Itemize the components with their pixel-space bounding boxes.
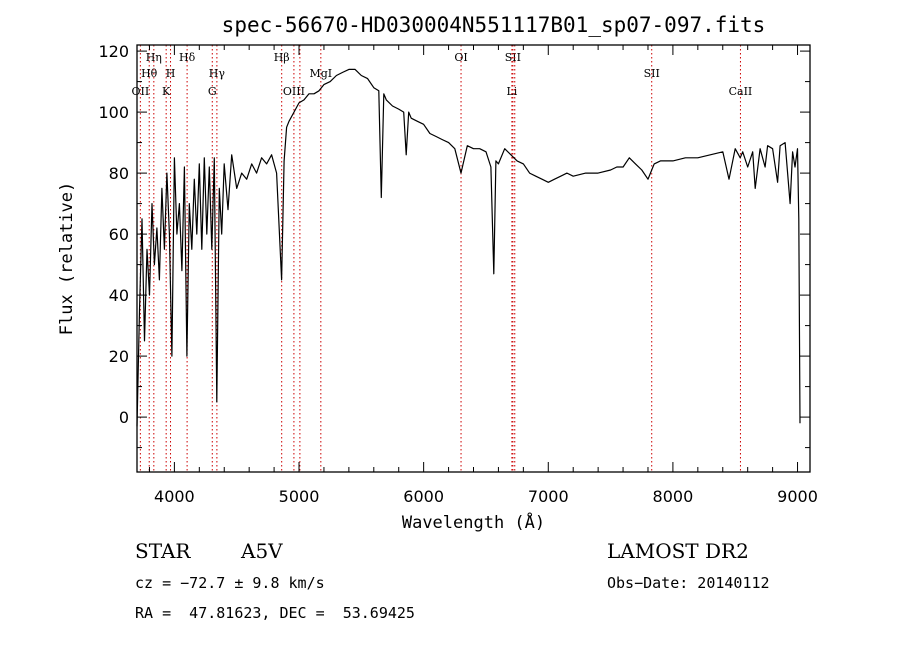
line-label-5: Hδ	[179, 51, 196, 64]
y-tick-label-1: 20	[109, 347, 129, 366]
line-label-1: Hθ	[141, 67, 158, 80]
plot-frame	[136, 44, 811, 473]
line-label-8: OIII	[283, 85, 305, 98]
x-tick-label-5: 9000	[777, 487, 818, 506]
line-label-2: Hη	[146, 51, 162, 64]
line-label-13: SII	[505, 51, 521, 64]
y-tick-label-0: 0	[119, 408, 129, 427]
y-tick-label-5: 100	[98, 103, 129, 122]
redshift-velocity: cz = −72.7 ± 9.8 km/s	[135, 574, 325, 592]
y-tick-label-6: 120	[98, 42, 129, 61]
y-tick-label-3: 60	[109, 225, 129, 244]
x-axis-label: Wavelength (Å)	[402, 511, 545, 533]
line-label-4: H	[166, 67, 176, 80]
chart-title: spec-56670-HD030004N551117B01_sp07-097.f…	[222, 13, 766, 37]
line-label-11: MgI	[310, 67, 333, 80]
line-label-12: OI	[454, 51, 467, 64]
sky-coordinates: RA = 47.81623, DEC = 53.69425	[135, 604, 415, 622]
observation-date: Obs−Date: 20140112	[607, 574, 770, 592]
spectrum-line	[136, 68, 801, 427]
x-tick-label-2: 6000	[403, 487, 444, 506]
y-tick-label-2: 40	[109, 286, 129, 305]
line-label-3: K	[162, 85, 171, 98]
object-class: STAR	[135, 539, 191, 563]
y-axis-label: Flux (relative)	[57, 182, 77, 336]
line-label-17: CaII	[729, 85, 753, 98]
y-tick-label-4: 80	[109, 164, 129, 183]
line-label-14: Li	[506, 85, 517, 98]
line-label-7: Hγ	[209, 67, 226, 80]
survey-label: LAMOST DR2	[607, 539, 749, 563]
line-label-0: OII	[132, 85, 150, 98]
x-tick-label-3: 7000	[528, 487, 569, 506]
x-tick-label-0: 4000	[154, 487, 195, 506]
line-label-16: SII	[644, 67, 660, 80]
x-tick-label-4: 8000	[653, 487, 694, 506]
line-label-6: G	[208, 85, 217, 98]
object-subclass: A5V	[241, 539, 283, 563]
line-label-9: Hβ	[274, 51, 290, 64]
x-tick-label-1: 5000	[279, 487, 320, 506]
